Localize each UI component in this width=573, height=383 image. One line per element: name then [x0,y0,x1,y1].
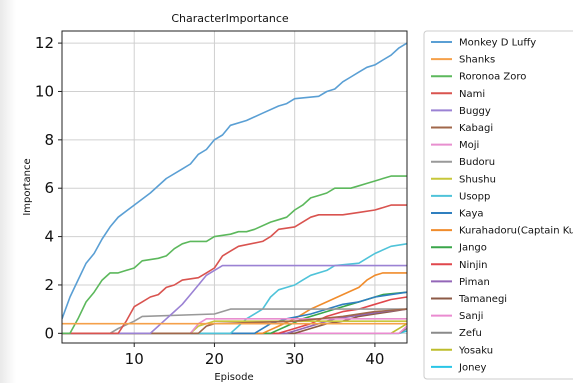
legend-box [423,30,573,380]
x-tick-label: 30 [285,350,304,368]
chart-title: CharacterImportance [171,12,289,25]
series-layer [62,42,407,335]
legend-label: Zefu [459,328,482,339]
y-axis-label: Importance [22,158,33,215]
legend-label: Usopp [459,191,490,202]
legend-label: Piman [459,277,490,288]
x-axis-label: Episode [214,372,253,383]
series-line-2 [62,175,407,335]
legend-label: Sanji [459,311,483,322]
y-tick-label: 4 [44,228,54,246]
x-tick-label: 20 [205,350,224,368]
legend-label: Monkey D Luffy [459,38,536,49]
legend-label: Kabagi [459,123,493,134]
legend-label: Moji [459,140,479,151]
y-tick-label: 12 [35,34,54,52]
legend: Monkey D Luffy Shanks Roronoa Zoro Nami Bugg… [423,30,573,380]
legend-label: Shanks [459,55,495,66]
legend-label: Kurahadoru(Captain Kuro) [459,226,573,237]
legend-label: Jango [458,243,487,254]
legend-label: Yosaku [458,345,493,356]
legend-label: Shushu [459,174,496,185]
y-tick-label: 6 [44,179,54,197]
x-tick-label: 10 [125,350,144,368]
legend-label: Budoru [459,157,495,168]
series-line-4 [62,264,407,335]
series-line-3 [62,204,407,335]
legend-label: Ninjin [459,260,488,271]
series-line-0 [62,42,407,320]
x-ticks: 10 20 30 40 [125,343,384,368]
plot-frame [61,30,408,344]
y-tick-label: 0 [44,324,54,342]
legend-label: Roronoa Zoro [459,72,526,83]
series-line-10 [62,291,407,335]
x-tick-label: 40 [365,350,384,368]
legend-label: Joney [458,362,487,373]
legend-label: Kaya [459,209,484,220]
series-line-5 [62,308,407,335]
series-line-9 [62,243,407,335]
legend-label: Nami [459,89,485,100]
series-line-13 [62,296,407,335]
series-line-11 [62,272,407,335]
legend-label: Tamanegi [458,294,507,305]
y-tick-label: 8 [44,131,54,149]
y-tick-label: 10 [35,82,54,100]
y-ticks: 0 2 4 6 8 10 12 [35,34,62,342]
series-line-12 [62,291,407,335]
y-tick-label: 2 [44,276,54,294]
legend-label: Buggy [459,106,491,117]
